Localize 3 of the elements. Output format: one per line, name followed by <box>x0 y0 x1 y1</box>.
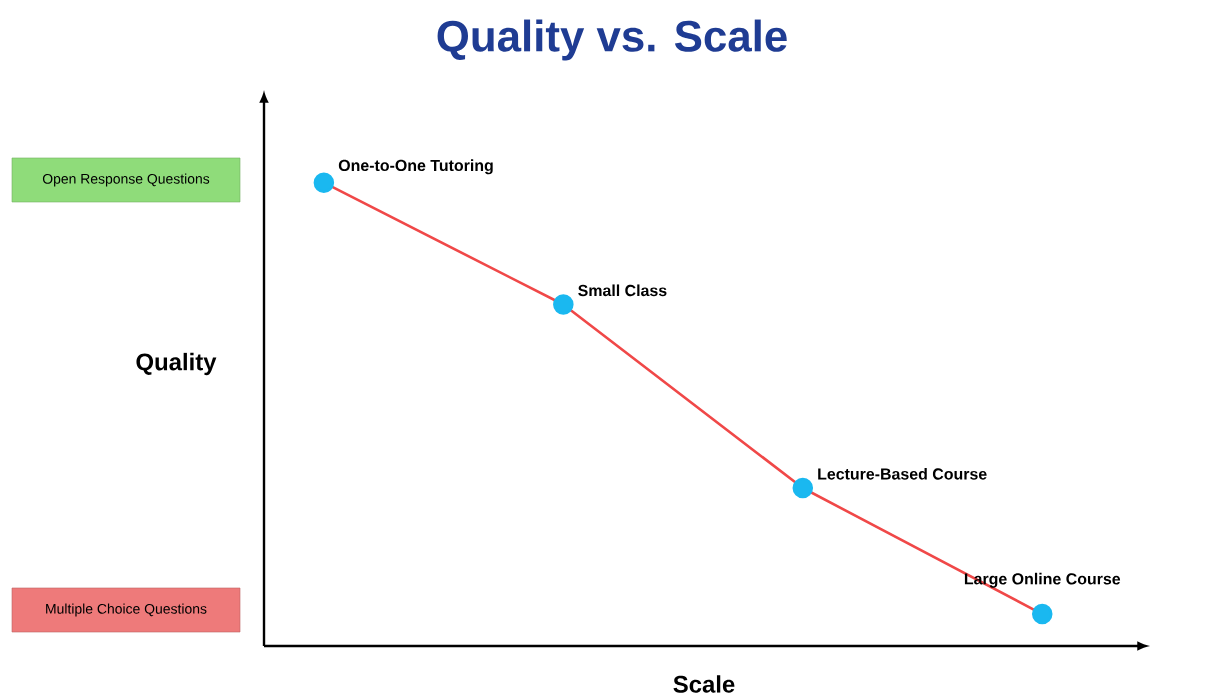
chart-title: Quality vs. Scale <box>437 19 787 61</box>
x-axis-title: Scale <box>673 675 735 693</box>
y-axis-title: Quality <box>136 352 217 376</box>
